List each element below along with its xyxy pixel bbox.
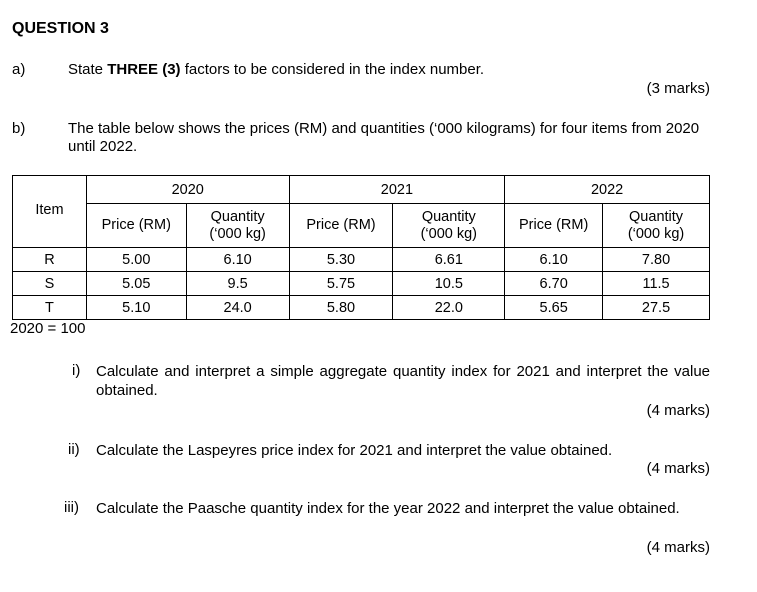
- base-year-note: 2020 = 100: [10, 320, 86, 337]
- price-cell: 6.70: [504, 271, 604, 296]
- part-a-text: State THREE (3) factors to be considered…: [68, 61, 485, 78]
- price-cell: 5.80: [288, 295, 394, 320]
- price-cell: 6.10: [504, 247, 604, 272]
- quantity-header: Quantity (‘000 kg): [602, 203, 710, 248]
- subquestion-i-text: Calculate and interpret a simple aggrega…: [96, 363, 710, 399]
- price-header: Price (RM): [85, 203, 187, 248]
- quantity-cell: 11.5: [602, 271, 710, 296]
- part-a-emphasis: THREE (3): [107, 61, 181, 78]
- subquestion-ii-marks: (4 marks): [646, 460, 710, 477]
- quantity-header: Quantity (‘000 kg): [185, 203, 290, 248]
- year-header-2021: 2021: [288, 175, 506, 204]
- price-cell: 5.05: [85, 271, 187, 296]
- subquestion-iii-text: Calculate the Paasche quantity index for…: [96, 500, 680, 517]
- table-row: S 5.05 9.5 5.75 10.5 6.70 11.5: [12, 271, 710, 296]
- part-a-label: a): [12, 61, 26, 78]
- question-title: QUESTION 3: [12, 20, 109, 37]
- part-b-label: b): [12, 120, 26, 137]
- price-cell: 5.30: [288, 247, 394, 272]
- subquestion-iii-marks: (4 marks): [646, 539, 710, 556]
- quantity-cell: 24.0: [185, 295, 290, 320]
- item-cell: R: [12, 247, 87, 272]
- subquestion-i-marks: (4 marks): [646, 402, 710, 419]
- subquestion-i-label: i): [72, 362, 81, 379]
- price-cell: 5.00: [85, 247, 187, 272]
- price-cell: 5.75: [288, 271, 394, 296]
- quantity-cell: 6.61: [392, 247, 506, 272]
- quantity-cell: 6.10: [185, 247, 290, 272]
- price-cell: 5.65: [504, 295, 604, 320]
- quantity-cell: 22.0: [392, 295, 506, 320]
- quantity-cell: 27.5: [602, 295, 710, 320]
- price-header: Price (RM): [288, 203, 394, 248]
- subquestion-ii-label: ii): [68, 441, 80, 458]
- part-b-text: The table below shows the prices (RM) an…: [68, 120, 700, 155]
- table-row: R 5.00 6.10 5.30 6.61 6.10 7.80: [12, 247, 710, 272]
- table-row: T 5.10 24.0 5.80 22.0 5.65 27.5: [12, 295, 710, 320]
- subquestion-iii-label: iii): [64, 499, 79, 516]
- quantity-header: Quantity (‘000 kg): [392, 203, 506, 248]
- item-cell: S: [12, 271, 87, 296]
- price-quantity-table: Item 2020 2021 2022 Price (RM) Quantity(…: [12, 175, 710, 320]
- item-header: Item: [12, 175, 87, 248]
- quantity-cell: 10.5: [392, 271, 506, 296]
- subquestion-ii-text: Calculate the Laspeyres price index for …: [96, 442, 613, 459]
- item-cell: T: [12, 295, 87, 320]
- year-header-2022: 2022: [504, 175, 710, 204]
- year-header-2020: 2020: [85, 175, 290, 204]
- quantity-cell: 7.80: [602, 247, 710, 272]
- quantity-cell: 9.5: [185, 271, 290, 296]
- price-cell: 5.10: [85, 295, 187, 320]
- part-a-marks: (3 marks): [646, 80, 710, 97]
- price-header: Price (RM): [504, 203, 604, 248]
